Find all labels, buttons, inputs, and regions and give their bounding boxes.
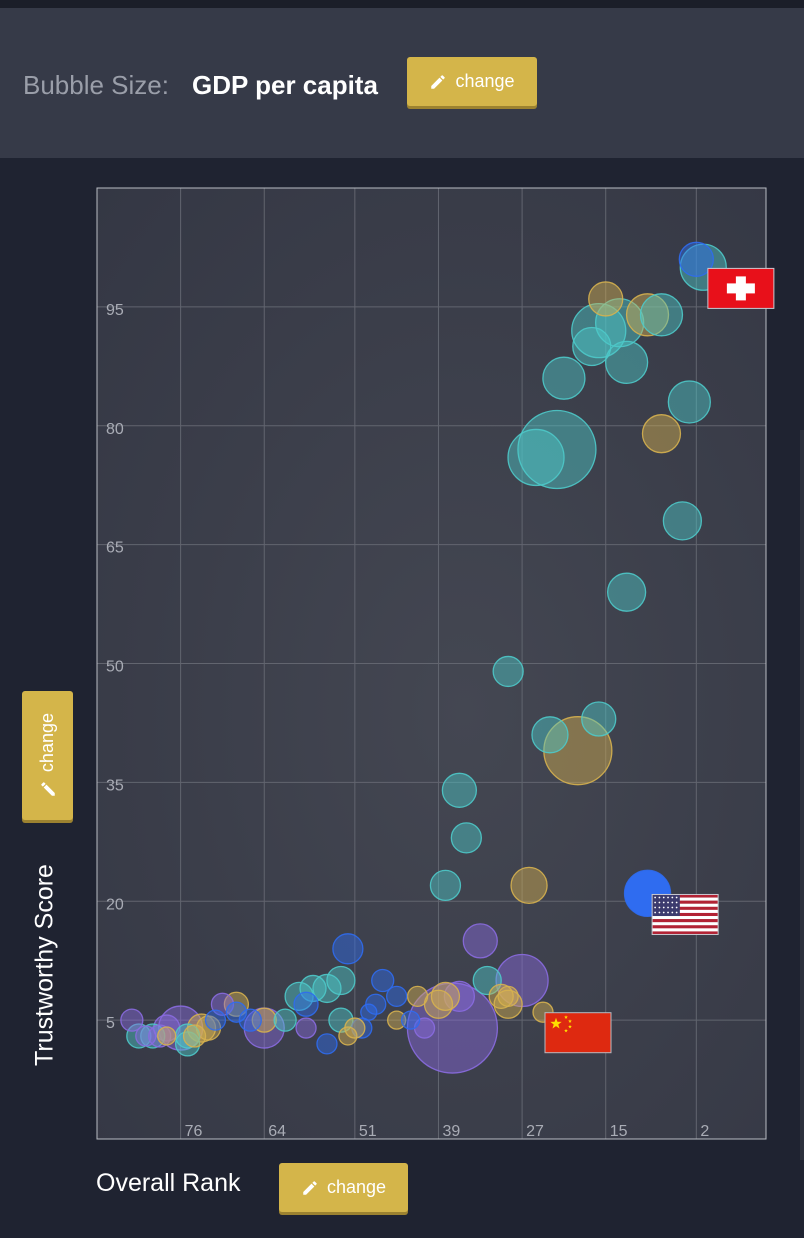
swiss-flag-icon <box>707 267 775 309</box>
x-axis-title: Overall Rank <box>96 1169 241 1197</box>
x-tick-label: 51 <box>359 1123 377 1140</box>
data-point <box>543 716 613 786</box>
bubble-size-label: Bubble Size: <box>23 70 169 100</box>
scrollbar-edge <box>800 430 804 1160</box>
data-point <box>400 1010 421 1030</box>
data-point <box>223 991 250 1017</box>
us-flag-icon <box>651 893 719 935</box>
data-point <box>338 1026 358 1046</box>
y-tick-label: 50 <box>106 659 124 676</box>
x-tick-label: 76 <box>185 1123 203 1140</box>
data-point <box>140 1023 166 1049</box>
bubble-size-value: GDP per capita <box>192 70 378 100</box>
x-tick-label: 27 <box>526 1123 544 1140</box>
data-point <box>238 1008 262 1032</box>
data-point <box>572 326 612 367</box>
data-point <box>497 985 519 1007</box>
change-label: change <box>455 71 515 91</box>
data-point <box>386 985 408 1007</box>
data-point <box>507 428 565 487</box>
data-point <box>588 281 624 317</box>
data-point <box>251 1007 277 1033</box>
data-point <box>326 965 356 996</box>
data-point <box>595 298 645 348</box>
data-point <box>450 822 482 854</box>
pencil-icon <box>303 1180 317 1195</box>
data-point <box>667 380 711 424</box>
data-point <box>293 991 319 1017</box>
data-point <box>510 866 548 905</box>
y-tick-label: 20 <box>106 896 124 913</box>
data-point <box>604 340 649 385</box>
data-point <box>492 655 524 688</box>
data-point <box>126 1023 152 1049</box>
data-point <box>472 965 502 996</box>
data-point <box>332 933 364 965</box>
data-point <box>493 989 523 1019</box>
data-point <box>571 302 627 359</box>
data-point <box>462 923 498 959</box>
data-point <box>371 968 395 993</box>
data-point <box>531 716 569 754</box>
data-point <box>120 1008 144 1032</box>
pencil-icon <box>40 782 55 796</box>
data-point <box>284 981 314 1011</box>
china-flag-icon <box>544 1012 612 1054</box>
change-label: change <box>37 712 57 773</box>
data-point <box>406 985 429 1007</box>
change-y-axis-button[interactable]: change <box>22 691 73 820</box>
data-point <box>387 1010 407 1030</box>
change-label: change <box>326 1177 387 1197</box>
data-point <box>625 293 670 337</box>
x-tick-label: 15 <box>610 1123 628 1140</box>
y-axis-title: Trustworthy Score <box>30 864 59 1066</box>
data-point <box>429 869 462 902</box>
data-point <box>316 1033 338 1055</box>
data-point <box>299 974 327 1003</box>
data-point <box>182 1024 207 1048</box>
data-point <box>641 414 682 454</box>
data-point <box>662 501 703 541</box>
y-tick-label: 65 <box>106 540 124 557</box>
data-point <box>488 983 514 1009</box>
data-point <box>273 1008 297 1032</box>
y-tick-label: 5 <box>106 1015 115 1032</box>
data-point <box>441 772 478 808</box>
y-tick-label: 80 <box>106 421 124 438</box>
change-bubble-size-button[interactable]: change <box>407 57 537 106</box>
x-tick-label: 64 <box>268 1123 286 1140</box>
x-tick-label: 2 <box>700 1123 709 1140</box>
data-point <box>204 1009 227 1031</box>
data-point <box>135 1025 157 1047</box>
x-tick-label: 39 <box>442 1123 460 1140</box>
data-point <box>581 701 617 737</box>
data-point <box>639 293 684 337</box>
change-x-axis-button[interactable]: change <box>279 1163 408 1212</box>
data-point <box>295 1017 317 1039</box>
data-point <box>423 989 454 1019</box>
y-axis-title-wrap: Trustworthy Score <box>20 850 70 1080</box>
bubble-size-bar: Bubble Size: GDP per capita <box>0 8 804 158</box>
data-point <box>678 241 714 277</box>
data-point <box>157 1026 177 1046</box>
data-point <box>606 572 647 612</box>
pencil-icon <box>431 74 446 89</box>
top-strip <box>0 0 804 8</box>
data-point <box>328 1007 354 1033</box>
y-tick-label: 95 <box>106 302 124 319</box>
data-point <box>542 356 586 400</box>
plot-border <box>96 187 767 1140</box>
data-point <box>360 1003 378 1021</box>
y-tick-label: 35 <box>106 777 124 794</box>
data-point <box>312 973 342 1004</box>
data-point <box>225 1001 248 1023</box>
